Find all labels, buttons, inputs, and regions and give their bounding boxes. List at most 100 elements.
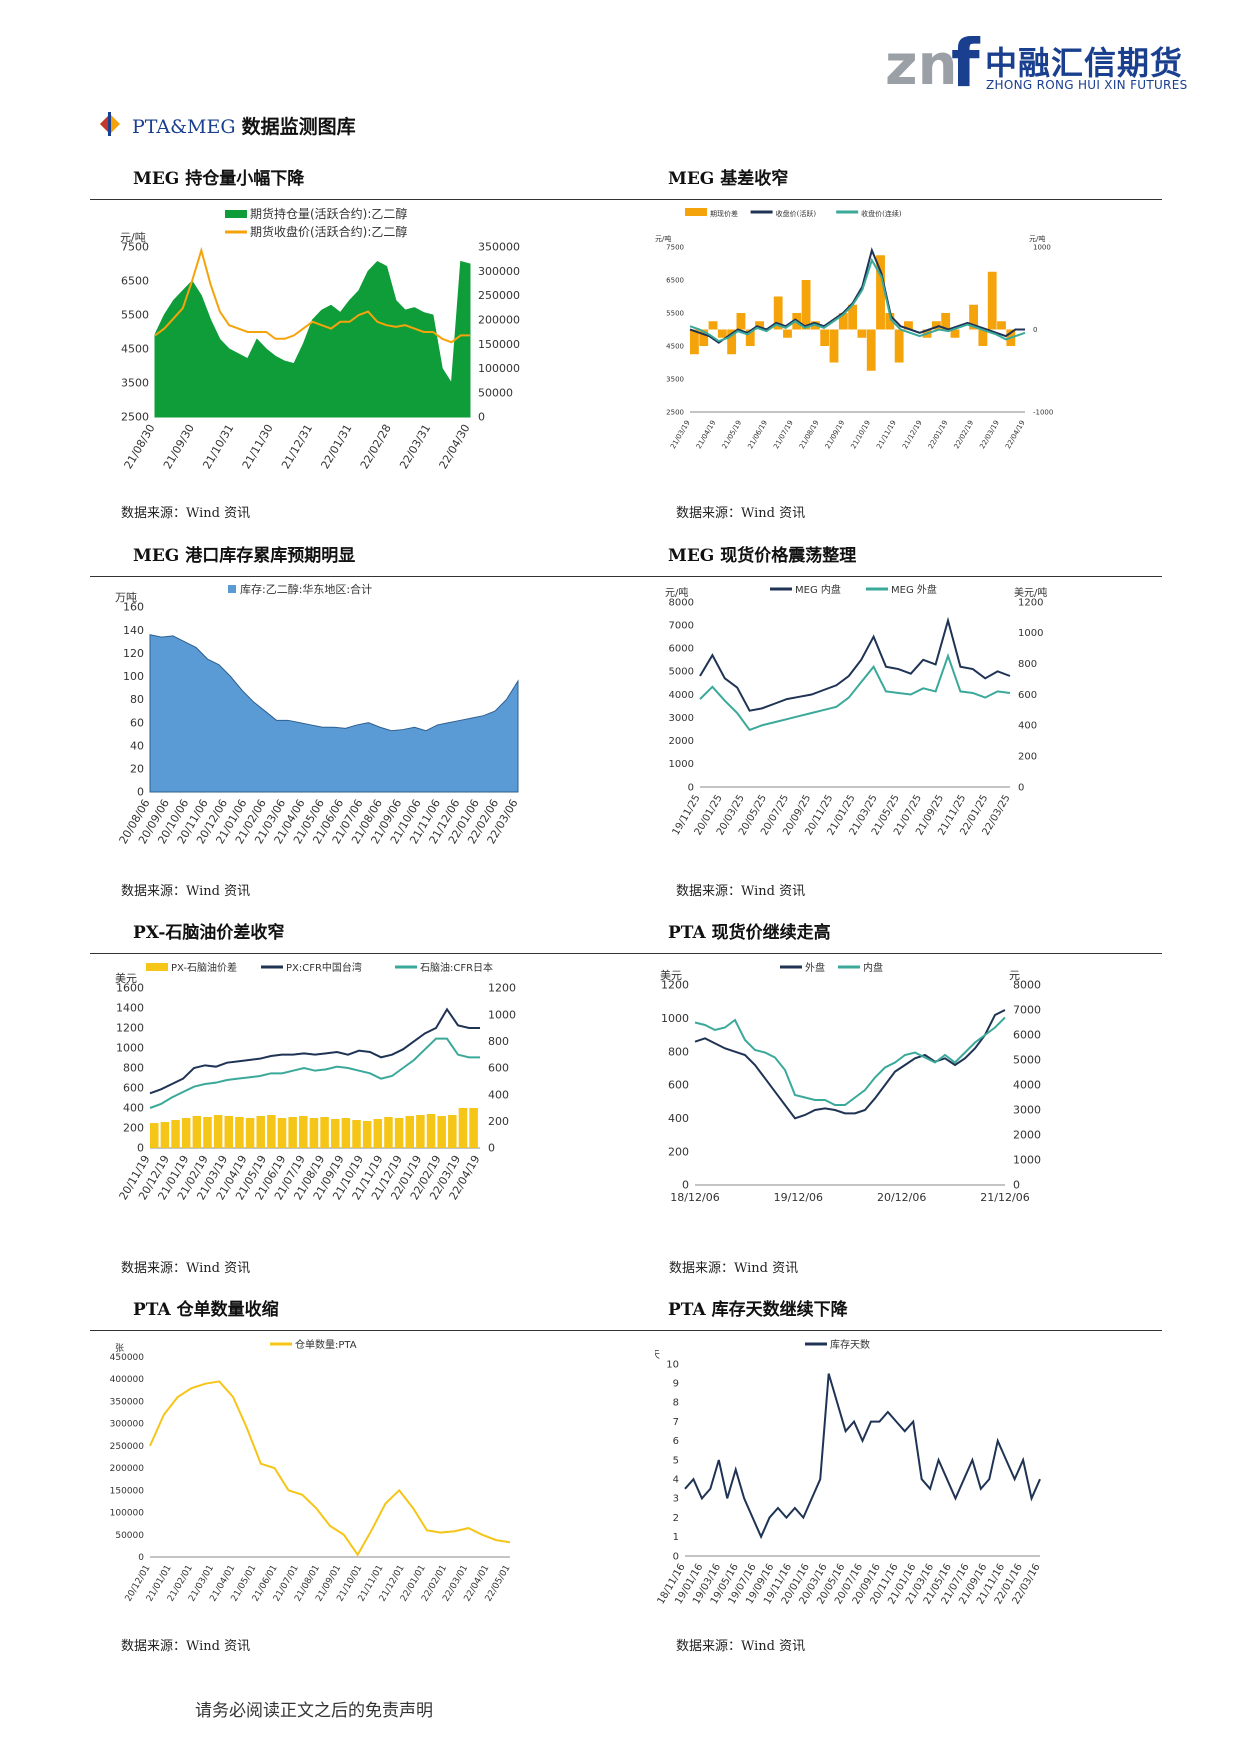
legend-label: 仓单数量:PTA bbox=[295, 1338, 357, 1351]
y-tick-label-left: 800 bbox=[668, 1045, 689, 1058]
x-tick-label: 22/03/31 bbox=[397, 422, 433, 471]
bar bbox=[330, 1119, 340, 1148]
bar bbox=[416, 1115, 425, 1148]
bar bbox=[405, 1116, 414, 1148]
y-tick-label-left: 80 bbox=[130, 693, 144, 706]
y-tick-label-left: 2 bbox=[673, 1513, 679, 1524]
y-tick-label-left: 1000 bbox=[116, 1042, 144, 1055]
y-tick-label-right: 0 bbox=[1033, 326, 1037, 334]
y-tick-label-left: 50000 bbox=[115, 1531, 144, 1541]
panel-6-title: PTA 现货价继续走高 bbox=[668, 923, 831, 943]
series-line bbox=[684, 1373, 1041, 1540]
y-tick-label-right: -1000 bbox=[1033, 408, 1053, 416]
x-tick-label: 21/09/30 bbox=[161, 422, 197, 471]
bar bbox=[235, 1117, 244, 1148]
y-tick-label-left: 1200 bbox=[116, 1022, 144, 1035]
y-tick-label-left: 4500 bbox=[666, 342, 684, 350]
y-axis-unit-left: 元/吨 bbox=[665, 586, 688, 599]
bar bbox=[727, 329, 737, 355]
bar bbox=[213, 1115, 223, 1148]
bar bbox=[288, 1117, 297, 1148]
series-area bbox=[154, 260, 471, 418]
y-tick-label-left: 120 bbox=[123, 647, 144, 660]
legend-label: 外盘 bbox=[805, 961, 825, 974]
x-tick-label: 22/04/19 bbox=[1004, 419, 1027, 450]
legend-label: PX-石脑油价差 bbox=[171, 961, 237, 974]
series-line bbox=[699, 652, 1011, 732]
bar bbox=[931, 321, 941, 330]
x-tick-label: 22/01/31 bbox=[319, 422, 355, 471]
series-line bbox=[689, 247, 1025, 344]
panel-3-source: 数据来源：Wind 资讯 bbox=[121, 884, 251, 899]
series-line bbox=[149, 1037, 480, 1109]
x-tick-label: 22/02/19 bbox=[953, 419, 976, 450]
diamond-bullet-icon bbox=[100, 112, 120, 136]
y-tick-label-right: 0 bbox=[1018, 782, 1024, 793]
y-tick-label-left: 60 bbox=[130, 716, 144, 729]
legend-label: 收盘价(活跃) bbox=[776, 209, 817, 218]
y-tick-label-left: 140 bbox=[123, 624, 144, 637]
y-tick-label-left: 7500 bbox=[121, 241, 149, 254]
y-tick-label-left: 160 bbox=[123, 601, 144, 614]
bar bbox=[277, 1118, 287, 1148]
bar bbox=[224, 1116, 234, 1148]
y-axis-unit-left: 天 bbox=[655, 1350, 660, 1361]
x-tick-label: 21/08/19 bbox=[798, 419, 821, 450]
bar bbox=[373, 1119, 383, 1148]
y-tick-label-right: 600 bbox=[1018, 690, 1037, 701]
y-tick-label-left: 150000 bbox=[110, 1486, 144, 1496]
y-tick-label-right: 600 bbox=[488, 1062, 509, 1075]
bar bbox=[690, 329, 699, 355]
y-tick-label-right: 200000 bbox=[478, 314, 520, 327]
legend-swatch bbox=[685, 208, 707, 216]
x-tick-label: 21/12/31 bbox=[279, 422, 315, 471]
y-tick-label-left: 200 bbox=[123, 1122, 144, 1135]
x-tick-label: 21/05/19 bbox=[721, 419, 744, 450]
x-tick-label: 21/09/19 bbox=[824, 419, 847, 450]
disclaimer-footer: 请务必阅读正文之后的免责声明 bbox=[195, 1701, 433, 1721]
y-tick-label-right: 150000 bbox=[478, 338, 520, 351]
row-4-divider bbox=[90, 1330, 1162, 1331]
y-tick-label-right: 0 bbox=[478, 411, 485, 424]
y-tick-label-left: 2500 bbox=[666, 408, 684, 416]
series-line bbox=[694, 1016, 1006, 1106]
y-tick-label-right: 1000 bbox=[488, 1008, 516, 1021]
y-tick-label-left: 20 bbox=[130, 763, 144, 776]
y-tick-label-left: 1000 bbox=[661, 1012, 689, 1025]
y-axis-unit-left: 美元 bbox=[115, 972, 137, 985]
y-tick-label-right: 2000 bbox=[1013, 1129, 1041, 1142]
bar bbox=[245, 1118, 255, 1148]
bar bbox=[341, 1118, 351, 1148]
y-tick-label-right: 0 bbox=[488, 1142, 495, 1155]
x-tick-label: 20/12/06 bbox=[877, 1191, 926, 1204]
y-tick-label-left: 350000 bbox=[110, 1397, 144, 1407]
y-tick-label-left: 300000 bbox=[110, 1420, 144, 1430]
bar bbox=[437, 1116, 446, 1148]
y-axis-unit-left: 元/吨 bbox=[120, 231, 146, 244]
legend-label: PX:CFR中国台湾 bbox=[286, 961, 362, 974]
series-line bbox=[699, 616, 1011, 712]
y-tick-label-left: 250000 bbox=[110, 1442, 144, 1452]
x-tick-label: 22/04/30 bbox=[437, 422, 473, 471]
y-tick-label-left: 5000 bbox=[669, 667, 694, 678]
y-tick-label-right: 1000 bbox=[1013, 1154, 1041, 1167]
y-tick-label-left: 0 bbox=[673, 1551, 679, 1562]
y-tick-label-right: 1000 bbox=[1018, 628, 1043, 639]
y-tick-label-left: 200000 bbox=[110, 1464, 144, 1474]
x-tick-label: 19/12/06 bbox=[774, 1191, 823, 1204]
legend-swatch bbox=[146, 963, 168, 971]
series-line bbox=[154, 246, 470, 344]
bar bbox=[820, 329, 830, 346]
bar bbox=[181, 1118, 191, 1148]
bar bbox=[717, 329, 727, 338]
bar bbox=[352, 1120, 361, 1148]
bar bbox=[192, 1116, 202, 1148]
bar bbox=[857, 329, 867, 338]
panel-7-title: PTA 仓单数量收缩 bbox=[133, 1300, 279, 1320]
bar bbox=[171, 1120, 180, 1148]
x-tick-label: 21/11/19 bbox=[875, 419, 898, 450]
bar bbox=[885, 313, 895, 330]
bar bbox=[894, 329, 904, 363]
legend-label: 收盘价(连续) bbox=[861, 209, 902, 218]
